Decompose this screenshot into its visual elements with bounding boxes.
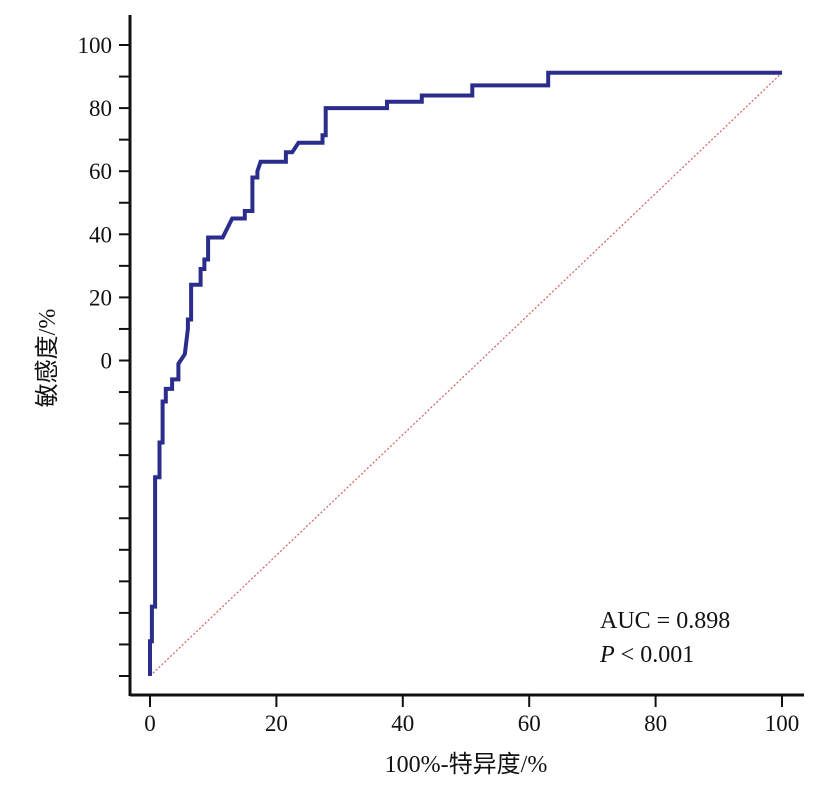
p-symbol: P (599, 642, 615, 668)
p-value-text: < 0.001 (615, 642, 695, 668)
y-tick-label: 80 (89, 96, 112, 121)
x-tick-label: 60 (518, 711, 541, 736)
p-value-annotation: P < 0.001 (599, 642, 694, 668)
y-tick-label: 40 (89, 222, 112, 247)
x-axis-ticks (149, 695, 783, 707)
y-axis-ticks (119, 44, 130, 677)
y-axis-tick-labels: 100 80 60 40 20 0 (78, 33, 113, 374)
x-axis: 0 20 40 60 80 100 (130, 693, 804, 736)
x-axis-tick-labels: 0 20 40 60 80 100 (144, 711, 799, 736)
x-tick-label: 0 (144, 711, 156, 736)
roc-curve-line (148, 70, 782, 676)
y-tick-label: 60 (89, 159, 112, 184)
x-tick-label: 20 (265, 711, 288, 736)
y-axis: 100 80 60 40 20 0 (78, 15, 132, 696)
x-tick-label: 80 (644, 711, 667, 736)
x-tick-label: 40 (391, 711, 414, 736)
y-tick-label: 100 (78, 33, 113, 58)
y-tick-label: 0 (101, 349, 113, 374)
reference-diagonal-line (149, 72, 783, 677)
y-axis-title: 敏感度/% (34, 309, 61, 408)
x-axis-title: 100%-特异度/% (385, 751, 548, 778)
y-tick-label: 20 (89, 285, 112, 310)
auc-annotation: AUC = 0.898 (600, 608, 730, 634)
x-tick-label: 100 (765, 711, 800, 736)
